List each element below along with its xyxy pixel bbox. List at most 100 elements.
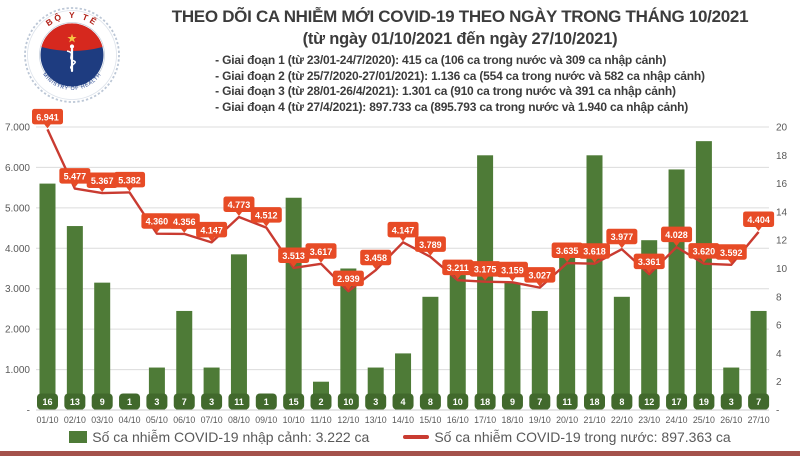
bar-value-labels: 16 13 9 1 3 7 3 11 1 15 2 10 3 4 8 10 18 9 7 11 18 8 12 17 19 3 7 [37, 393, 770, 410]
x-axis-label: 11/10 [310, 415, 331, 425]
bar [531, 310, 548, 410]
bar [559, 254, 576, 410]
right-axis-tick: - [776, 406, 779, 417]
line-value-box [496, 261, 528, 278]
right-axis-tick: 20 [776, 123, 788, 134]
bar-value: 3 [154, 397, 159, 407]
bar-value-box [255, 393, 277, 410]
bar [422, 296, 439, 410]
bar-value: 16 [42, 397, 52, 407]
line-value-pointer [180, 228, 188, 233]
right-axis: 20 18 16 14 12 10 8 6 4 2 - [776, 123, 788, 417]
line-value-box [442, 259, 474, 276]
line-value-pointer [508, 276, 516, 282]
right-axis-tick: 4 [776, 349, 782, 360]
line-value: 3.977 [611, 232, 634, 242]
left-axis-tick: - [27, 406, 30, 417]
line-value-box [168, 213, 200, 229]
line-value-pointer [563, 257, 571, 263]
line-value-pointer [344, 285, 352, 291]
line-value-pointer [262, 222, 270, 227]
x-axis-label: 18/10 [501, 415, 523, 425]
line-value-pointer [727, 259, 735, 264]
x-axis-label: 24/10 [666, 415, 688, 425]
x-axis-label: 23/10 [638, 415, 660, 425]
legend-line-swatch [403, 435, 430, 439]
line-value: 4.773 [228, 200, 251, 210]
line-value-pointer [44, 123, 51, 129]
right-axis-tick: 2 [776, 377, 782, 388]
line-value-pointer [591, 258, 598, 263]
line-value-labels: 6.941 5.477 5.367 5.382 4.360 4.356 4.147 4.773… [32, 108, 775, 291]
bar-value: 3 [729, 397, 734, 407]
line-value: 3.211 [447, 263, 469, 273]
line-value-box [32, 108, 63, 125]
bar-value: 7 [182, 397, 187, 407]
bar-value-box [365, 393, 387, 410]
imported-bars [39, 141, 767, 410]
bar-value-box [666, 393, 688, 410]
bar-value-box [201, 393, 223, 410]
line-value-pointer [755, 226, 763, 231]
bar-value-box [529, 393, 551, 410]
right-axis-tick: 14 [776, 207, 788, 218]
line-value-box [715, 244, 747, 260]
header: THEO DÕI CA NHIỄM MỚI COVID-19 THEO NGÀY… [128, 7, 792, 116]
bar-value-box [474, 393, 496, 410]
right-axis-tick: 6 [776, 321, 782, 332]
bar [668, 169, 685, 410]
stage-line-2: - Giai đoạn 2 (từ 25/7/2020-27/01/2021):… [215, 68, 705, 83]
bar-value-box [611, 393, 633, 410]
line-value-box [223, 196, 255, 213]
line-value-box [114, 171, 146, 188]
bar-value: 7 [537, 397, 542, 407]
x-axis-label: 19/10 [529, 415, 551, 425]
bar-value-box [146, 393, 168, 410]
line-value: 2.939 [337, 274, 360, 284]
left-axis-tick: 7.000 [5, 123, 30, 134]
x-axis-label: 10/10 [283, 415, 305, 425]
bar-value-box [283, 393, 305, 410]
bar-value: 1 [264, 397, 269, 407]
bar-value: 8 [428, 397, 433, 407]
left-axis-tick: 2.000 [5, 325, 30, 336]
x-axis-label: 08/10 [228, 415, 250, 425]
line-value-box [524, 267, 556, 283]
bar-value: 9 [510, 397, 515, 407]
bar-value-box [173, 393, 195, 410]
line-value-box [633, 253, 665, 270]
ministry-of-health-logo: BỘ Y TẾ MINISTRY OF HEALTH [24, 7, 120, 103]
line-value-pointer [399, 236, 407, 242]
stage-line-3: - Giai đoạn 3 (từ 28/01-26/4/2021): 1.30… [215, 84, 676, 98]
line-value: 3.175 [474, 265, 497, 275]
bar [230, 254, 247, 410]
left-axis-tick: 4.000 [5, 244, 30, 255]
x-axis-label: 14/10 [392, 415, 414, 425]
line-value-pointer [426, 251, 434, 256]
x-axis-label: 06/10 [173, 415, 195, 425]
line-value-box [305, 243, 337, 259]
bar-value-box [37, 393, 58, 410]
line-value-box [250, 207, 282, 223]
right-axis-tick: 12 [776, 236, 788, 247]
stage-line-4: - Giai đoạn 4 (từ 27/4/2021): 897.733 ca… [215, 99, 689, 114]
bar [613, 296, 630, 410]
line-value: 3.618 [583, 247, 606, 257]
page-title: THEO DÕI CA NHIỄM MỚI COVID-19 THEO NGÀY… [171, 7, 749, 26]
x-axis-label: 21/10 [583, 415, 605, 425]
line-value: 4.512 [255, 211, 278, 221]
x-axis-label: 22/10 [611, 415, 633, 425]
bar [340, 268, 357, 410]
line-value: 3.620 [693, 247, 716, 257]
bar-value: 3 [209, 397, 214, 407]
line-value-pointer [673, 241, 681, 247]
x-axis-label: 15/10 [419, 415, 441, 425]
bar-value-box [337, 393, 359, 410]
line-value: 3.159 [501, 265, 524, 275]
line-value: 4.404 [747, 215, 770, 225]
line-value-pointer [208, 236, 216, 242]
line-value-box [278, 247, 310, 263]
bar-value: 18 [589, 397, 599, 407]
line-value: 4.356 [173, 217, 196, 227]
line-value-box [688, 243, 720, 259]
